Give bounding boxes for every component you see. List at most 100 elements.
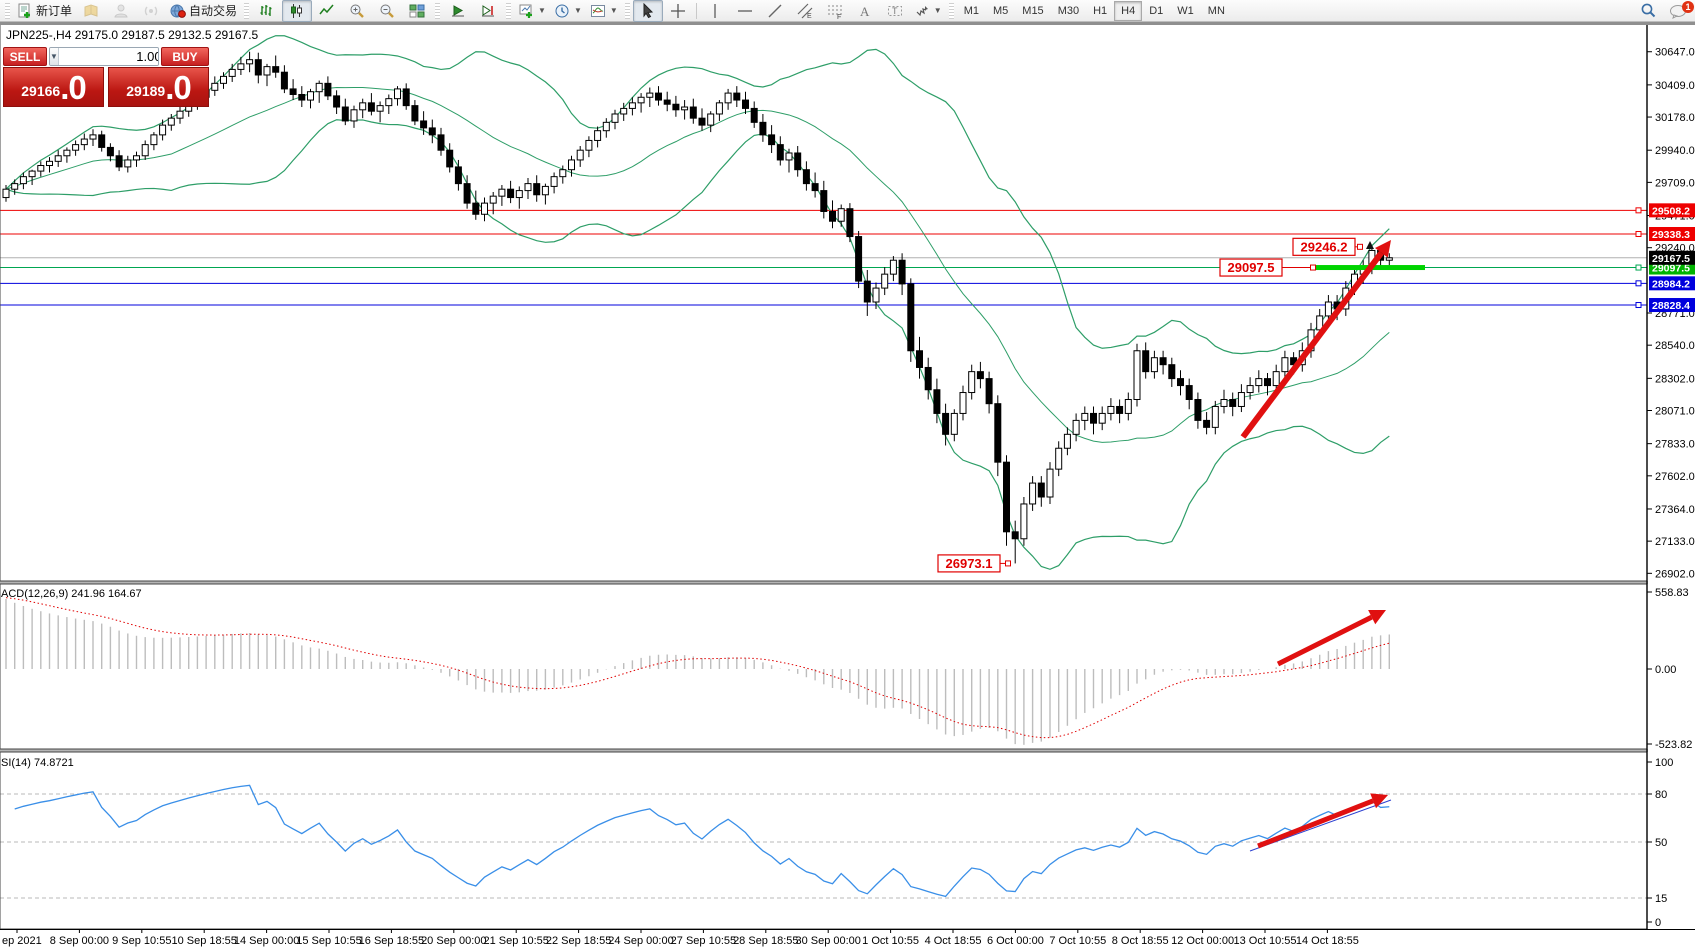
timeframe-button-m15[interactable]: M15 [1022,4,1044,17]
svg-text:6 Oct 00:00: 6 Oct 00:00 [987,935,1044,947]
timeframe-button-m1[interactable]: M1 [963,4,979,17]
svg-text:28 Sep 18:55: 28 Sep 18:55 [733,935,798,947]
svg-text:22 Sep 18:55: 22 Sep 18:55 [546,935,611,947]
timeframe-button-h1[interactable]: H1 [1093,4,1108,17]
notifications-button[interactable]: 1 [1663,0,1694,21]
channel-tool-button[interactable]: E [790,0,820,22]
zoom-out-button[interactable] [372,0,402,22]
svg-text:27133.0: 27133.0 [1655,536,1695,548]
sell-price-box[interactable]: 29166.0 [3,67,104,107]
svg-text:4 Oct 18:55: 4 Oct 18:55 [925,935,982,947]
svg-text:29167.5: 29167.5 [1652,253,1690,265]
toolbar-grip [435,2,441,19]
toolbar-grip [5,2,10,19]
chart-ohlc-title: JPN225-,H4 29175.0 29187.5 29132.5 29167… [6,28,259,42]
svg-text:26902.0: 26902.0 [1655,568,1695,580]
period-selector-button[interactable]: ▼ [550,0,586,22]
volume-decrease-button[interactable]: ▼ [50,48,59,65]
sell-price-big-digit: .0 [60,69,87,106]
notification-count-badge: 1 [1682,0,1694,13]
label-tool-button[interactable]: T [880,0,910,22]
svg-text:14 Sep 00:00: 14 Sep 00:00 [234,935,299,947]
market-book-button[interactable] [76,0,106,22]
new-order-button[interactable]: 新订单 [13,0,76,22]
dropdown-arrow-icon: ▼ [933,6,942,15]
toolbar-grip [948,2,954,19]
toolbar-grip [624,2,630,19]
volume-input[interactable] [58,48,158,65]
arrow-shapes-icon [916,5,928,16]
rsi-indicator-label: SI(14) 74.8721 [1,757,74,769]
svg-text:27 Sep 10:55: 27 Sep 10:55 [671,935,736,947]
svg-text:9 Sep 10:55: 9 Sep 10:55 [112,935,171,947]
buy-button[interactable]: BUY [161,47,209,66]
zoom-in-icon [350,4,364,18]
bar-chart-button[interactable] [252,0,282,22]
expert-button[interactable] [106,0,136,22]
svg-text:8 Oct 18:55: 8 Oct 18:55 [1112,935,1169,947]
svg-text:0.00: 0.00 [1655,664,1676,676]
trendline-tool-button[interactable] [760,0,790,22]
line-chart-icon [319,4,334,14]
clock-icon [555,4,569,17]
chart-shift-button[interactable] [473,0,503,22]
svg-text:27833.0: 27833.0 [1655,439,1695,451]
chart-shift-icon [482,4,495,16]
vertical-line-tool-button[interactable] [700,0,730,22]
svg-text:558.83: 558.83 [1655,587,1689,599]
new-order-label: 新订单 [36,4,73,18]
sell-button[interactable]: SELL [3,47,47,66]
svg-text:A: A [860,4,870,19]
svg-text:15: 15 [1655,893,1667,905]
dropdown-arrow-icon: ▼ [609,6,618,15]
fibonacci-tool-button[interactable]: F [820,0,850,22]
search-button[interactable] [1633,0,1663,22]
tile-windows-button[interactable] [402,0,432,22]
book-icon [84,3,98,17]
horizontal-line-icon [737,9,752,12]
buy-price: 29189 [126,83,166,99]
svg-text:ep 2021: ep 2021 [2,935,42,947]
horizontal-line-tool-button[interactable] [730,0,760,22]
text-tool-button[interactable]: A [850,0,880,22]
auto-scroll-button[interactable] [443,0,473,22]
toolbar-grip [244,2,250,19]
candlestick-chart-icon [291,3,303,18]
timeframe-bar: M1 M5 M15 M30 H1 H4 D1 W1 MN [957,0,1232,21]
svg-text:21 Sep 10:55: 21 Sep 10:55 [483,935,548,947]
svg-text:-523.82: -523.82 [1655,739,1692,751]
timeframe-button-m30[interactable]: M30 [1057,4,1080,17]
svg-text:E: E [807,13,812,19]
timeframe-button-mn[interactable]: MN [1207,4,1225,17]
dropdown-arrow-icon: ▼ [573,6,582,15]
signals-button[interactable] [136,0,166,22]
timeframe-button-d1[interactable]: D1 [1149,4,1164,17]
cursor-icon [643,2,653,18]
arrows-tool-button[interactable]: ▼ [910,0,946,22]
buy-price-box[interactable]: 29189.0 [108,67,209,107]
svg-text:29940.0: 29940.0 [1655,145,1695,157]
toolbar-grip [506,2,512,19]
line-chart-button[interactable] [312,0,342,22]
candlestick-chart-button[interactable] [282,0,313,22]
zoom-out-icon [380,4,394,18]
new-chart-button[interactable]: ▼ [514,0,550,22]
timeframe-button-w1[interactable]: W1 [1177,4,1194,17]
auto-trading-button[interactable]: 自动交易 [166,0,241,22]
text-icon: A [860,4,870,19]
auto-trading-label: 自动交易 [189,4,238,18]
svg-text:29338.3: 29338.3 [1652,229,1690,241]
cursor-tool-button[interactable] [632,0,663,22]
zoom-in-button[interactable] [342,0,372,22]
crosshair-tool-button[interactable] [663,0,693,22]
fibonacci-icon: F [827,5,842,19]
svg-text:80: 80 [1655,789,1667,801]
search-icon [1641,3,1655,18]
template-button[interactable]: ▼ [586,0,622,22]
svg-text:0: 0 [1655,917,1661,929]
trendline-icon [768,4,782,17]
timeframe-button-m5[interactable]: M5 [993,4,1009,17]
timeframe-button-h4[interactable]: H4 [1114,0,1143,21]
